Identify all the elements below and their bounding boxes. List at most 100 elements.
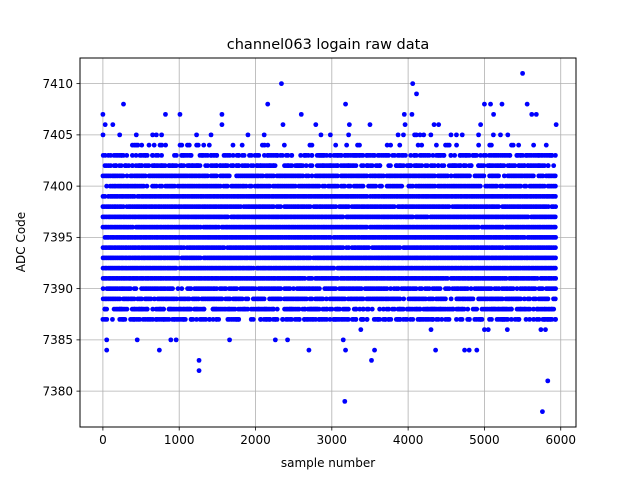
data-point [120, 204, 126, 210]
data-point [133, 132, 139, 138]
data-point [273, 316, 278, 322]
data-point [110, 316, 115, 322]
data-point [474, 306, 480, 312]
data-point [108, 163, 114, 169]
data-point [478, 163, 483, 169]
data-point [424, 214, 430, 220]
data-point [523, 183, 529, 189]
data-point [214, 286, 220, 292]
data-point [409, 111, 415, 117]
data-point [129, 152, 135, 158]
data-point [413, 286, 419, 292]
data-point [508, 316, 514, 322]
data-point [333, 316, 339, 322]
data-point [346, 132, 352, 138]
data-point [543, 142, 549, 148]
data-point [392, 152, 397, 158]
data-point [386, 316, 392, 322]
data-point [139, 163, 144, 169]
data-point [219, 296, 225, 302]
data-point [545, 204, 551, 210]
data-point [552, 316, 558, 322]
data-point [188, 286, 194, 292]
data-point [358, 327, 364, 333]
data-point [256, 306, 262, 312]
data-point [489, 316, 494, 322]
data-point [545, 163, 551, 169]
data-point [367, 122, 373, 128]
data-point [289, 152, 295, 158]
data-point [322, 183, 328, 189]
data-point [245, 296, 251, 302]
data-point [514, 152, 520, 158]
data-point [364, 163, 370, 169]
data-point [329, 306, 335, 312]
data-point [208, 163, 214, 169]
data-point [496, 204, 502, 210]
data-point [151, 163, 157, 169]
data-point [476, 132, 481, 138]
data-point [531, 173, 536, 179]
data-point [540, 409, 545, 415]
data-point [516, 316, 522, 322]
data-point [540, 152, 545, 158]
data-point [243, 183, 249, 189]
data-point [500, 224, 505, 230]
data-point [133, 163, 139, 169]
data-point [357, 142, 362, 148]
data-point [553, 255, 558, 261]
data-point [433, 347, 438, 353]
data-point [263, 306, 269, 312]
y-tick-label: 7395 [42, 231, 73, 245]
data-point [552, 224, 558, 230]
data-point [324, 296, 329, 302]
data-point [448, 173, 454, 179]
data-point [306, 347, 312, 353]
data-point [205, 163, 211, 169]
data-point [150, 132, 156, 138]
data-point [157, 316, 163, 322]
data-point [214, 173, 219, 179]
data-point [262, 142, 267, 148]
data-point [351, 163, 357, 169]
data-point [408, 316, 413, 322]
data-point [346, 163, 352, 169]
data-point [382, 316, 388, 322]
data-point [122, 316, 128, 322]
data-point [131, 296, 137, 302]
data-point [322, 316, 328, 322]
data-point [279, 152, 285, 158]
data-point [485, 327, 491, 333]
data-point [553, 183, 558, 189]
data-point [153, 152, 159, 158]
data-point [498, 132, 503, 138]
data-point [245, 163, 251, 169]
data-point [316, 183, 322, 189]
data-point [260, 173, 266, 179]
data-point [320, 296, 326, 302]
data-point [553, 265, 558, 271]
data-point [230, 142, 236, 148]
data-point [397, 245, 403, 251]
data-point [510, 142, 516, 148]
data-point [342, 152, 348, 158]
data-point [540, 173, 546, 179]
data-point [133, 306, 139, 312]
data-point [475, 224, 481, 230]
data-point [553, 275, 559, 281]
data-point [373, 163, 379, 169]
data-point [159, 183, 165, 189]
data-point [454, 132, 459, 138]
data-point [287, 316, 293, 322]
data-point [549, 152, 555, 158]
data-point [428, 132, 434, 138]
data-point [274, 306, 280, 312]
data-point [173, 163, 179, 169]
data-point [150, 306, 156, 312]
data-point [402, 122, 408, 128]
data-point [283, 152, 289, 158]
data-point [227, 152, 233, 158]
data-point [536, 306, 542, 312]
data-point [443, 296, 448, 302]
data-point [466, 316, 472, 322]
